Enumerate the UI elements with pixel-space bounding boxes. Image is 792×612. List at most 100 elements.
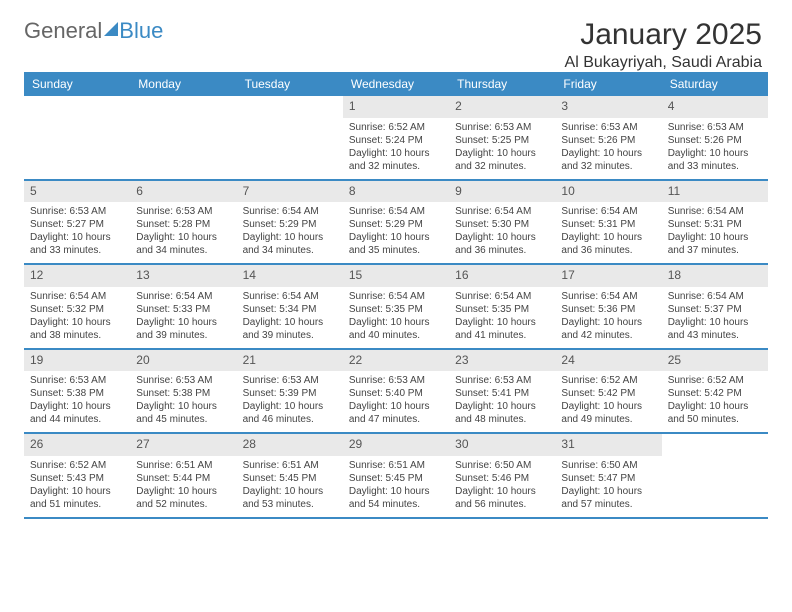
sunrise-value: 6:53 AM <box>495 122 532 133</box>
sunset-label: Sunset: <box>30 304 64 315</box>
sunset-line: Sunset: 5:44 PM <box>136 472 230 485</box>
sunrise-label: Sunrise: <box>30 460 67 471</box>
daylight-line: Daylight: 10 hours and 36 minutes. <box>561 231 655 257</box>
daylight-label: Daylight: <box>349 401 388 412</box>
sunrise-label: Sunrise: <box>455 375 492 386</box>
day-number: 15 <box>343 265 449 287</box>
sunrise-label: Sunrise: <box>561 122 598 133</box>
sunrise-label: Sunrise: <box>136 375 173 386</box>
day-number: 16 <box>449 265 555 287</box>
sunset-label: Sunset: <box>30 219 64 230</box>
sunrise-line: Sunrise: 6:52 AM <box>561 374 655 387</box>
sunrise-label: Sunrise: <box>243 291 280 302</box>
sunset-line: Sunset: 5:25 PM <box>455 134 549 147</box>
weeks-container: 1Sunrise: 6:52 AMSunset: 5:24 PMDaylight… <box>24 96 768 519</box>
sunrise-label: Sunrise: <box>136 460 173 471</box>
day-details: Sunrise: 6:53 AMSunset: 5:25 PMDaylight:… <box>449 118 555 179</box>
sunrise-label: Sunrise: <box>561 291 598 302</box>
sunrise-value: 6:51 AM <box>388 460 425 471</box>
sunrise-value: 6:54 AM <box>707 291 744 302</box>
sunrise-line: Sunrise: 6:53 AM <box>455 374 549 387</box>
sunset-value: 5:26 PM <box>704 135 741 146</box>
day-number: 23 <box>449 350 555 372</box>
daylight-line: Daylight: 10 hours and 51 minutes. <box>30 485 124 511</box>
calendar-cell: 7Sunrise: 6:54 AMSunset: 5:29 PMDaylight… <box>237 181 343 264</box>
daylight-label: Daylight: <box>455 232 494 243</box>
sunset-value: 5:45 PM <box>279 473 316 484</box>
calendar-cell: 29Sunrise: 6:51 AMSunset: 5:45 PMDayligh… <box>343 434 449 517</box>
daylight-label: Daylight: <box>561 486 600 497</box>
day-details: Sunrise: 6:50 AMSunset: 5:46 PMDaylight:… <box>449 456 555 517</box>
daylight-label: Daylight: <box>561 317 600 328</box>
sunset-line: Sunset: 5:27 PM <box>30 218 124 231</box>
sunset-label: Sunset: <box>243 473 277 484</box>
sunset-value: 5:26 PM <box>598 135 635 146</box>
day-number: 4 <box>662 96 768 118</box>
day-details: Sunrise: 6:54 AMSunset: 5:34 PMDaylight:… <box>237 287 343 348</box>
sunrise-line: Sunrise: 6:52 AM <box>30 459 124 472</box>
week-row: 26Sunrise: 6:52 AMSunset: 5:43 PMDayligh… <box>24 434 768 519</box>
daylight-label: Daylight: <box>136 486 175 497</box>
sunset-value: 5:33 PM <box>173 304 210 315</box>
sunrise-label: Sunrise: <box>561 375 598 386</box>
calendar-cell: 2Sunrise: 6:53 AMSunset: 5:25 PMDaylight… <box>449 96 555 179</box>
daylight-line: Daylight: 10 hours and 50 minutes. <box>668 400 762 426</box>
day-number: 5 <box>24 181 130 203</box>
daylight-line: Daylight: 10 hours and 34 minutes. <box>243 231 337 257</box>
calendar-cell: 5Sunrise: 6:53 AMSunset: 5:27 PMDaylight… <box>24 181 130 264</box>
sunset-line: Sunset: 5:42 PM <box>668 387 762 400</box>
daylight-line: Daylight: 10 hours and 37 minutes. <box>668 231 762 257</box>
daylight-label: Daylight: <box>349 148 388 159</box>
daylight-label: Daylight: <box>561 401 600 412</box>
day-number: 8 <box>343 181 449 203</box>
daylight-line: Daylight: 10 hours and 36 minutes. <box>455 231 549 257</box>
sunset-label: Sunset: <box>349 304 383 315</box>
sunset-line: Sunset: 5:39 PM <box>243 387 337 400</box>
sunrise-value: 6:54 AM <box>282 291 319 302</box>
sunrise-line: Sunrise: 6:53 AM <box>668 121 762 134</box>
daylight-label: Daylight: <box>243 401 282 412</box>
week-row: 19Sunrise: 6:53 AMSunset: 5:38 PMDayligh… <box>24 350 768 435</box>
sunset-label: Sunset: <box>668 219 702 230</box>
daylight-label: Daylight: <box>455 401 494 412</box>
sunset-label: Sunset: <box>561 219 595 230</box>
sunset-value: 5:46 PM <box>492 473 529 484</box>
sunset-label: Sunset: <box>455 388 489 399</box>
sunrise-line: Sunrise: 6:54 AM <box>136 290 230 303</box>
sunrise-line: Sunrise: 6:54 AM <box>668 205 762 218</box>
day-number: 22 <box>343 350 449 372</box>
calendar-cell <box>130 96 236 179</box>
sunset-label: Sunset: <box>455 473 489 484</box>
sunset-value: 5:27 PM <box>67 219 104 230</box>
day-details: Sunrise: 6:54 AMSunset: 5:30 PMDaylight:… <box>449 202 555 263</box>
sunrise-value: 6:52 AM <box>601 375 638 386</box>
daylight-label: Daylight: <box>30 232 69 243</box>
sunrise-line: Sunrise: 6:51 AM <box>349 459 443 472</box>
sunset-line: Sunset: 5:37 PM <box>668 303 762 316</box>
day-details: Sunrise: 6:53 AMSunset: 5:28 PMDaylight:… <box>130 202 236 263</box>
sunset-label: Sunset: <box>455 304 489 315</box>
sunrise-value: 6:54 AM <box>282 206 319 217</box>
calendar-cell <box>662 434 768 517</box>
sunrise-label: Sunrise: <box>30 375 67 386</box>
sunrise-value: 6:54 AM <box>707 206 744 217</box>
calendar-cell: 19Sunrise: 6:53 AMSunset: 5:38 PMDayligh… <box>24 350 130 433</box>
sunset-line: Sunset: 5:41 PM <box>455 387 549 400</box>
sunrise-value: 6:50 AM <box>495 460 532 471</box>
sunrise-value: 6:50 AM <box>601 460 638 471</box>
day-details: Sunrise: 6:54 AMSunset: 5:32 PMDaylight:… <box>24 287 130 348</box>
sunset-label: Sunset: <box>668 388 702 399</box>
sunset-line: Sunset: 5:30 PM <box>455 218 549 231</box>
daylight-line: Daylight: 10 hours and 48 minutes. <box>455 400 549 426</box>
day-details: Sunrise: 6:54 AMSunset: 5:29 PMDaylight:… <box>237 202 343 263</box>
day-number: 24 <box>555 350 661 372</box>
daylight-label: Daylight: <box>668 232 707 243</box>
sunrise-label: Sunrise: <box>243 206 280 217</box>
sunset-label: Sunset: <box>349 473 383 484</box>
calendar-cell: 1Sunrise: 6:52 AMSunset: 5:24 PMDaylight… <box>343 96 449 179</box>
sunrise-value: 6:54 AM <box>69 291 106 302</box>
calendar-cell: 31Sunrise: 6:50 AMSunset: 5:47 PMDayligh… <box>555 434 661 517</box>
daylight-line: Daylight: 10 hours and 32 minutes. <box>455 147 549 173</box>
sunrise-line: Sunrise: 6:53 AM <box>455 121 549 134</box>
sunset-value: 5:45 PM <box>386 473 423 484</box>
